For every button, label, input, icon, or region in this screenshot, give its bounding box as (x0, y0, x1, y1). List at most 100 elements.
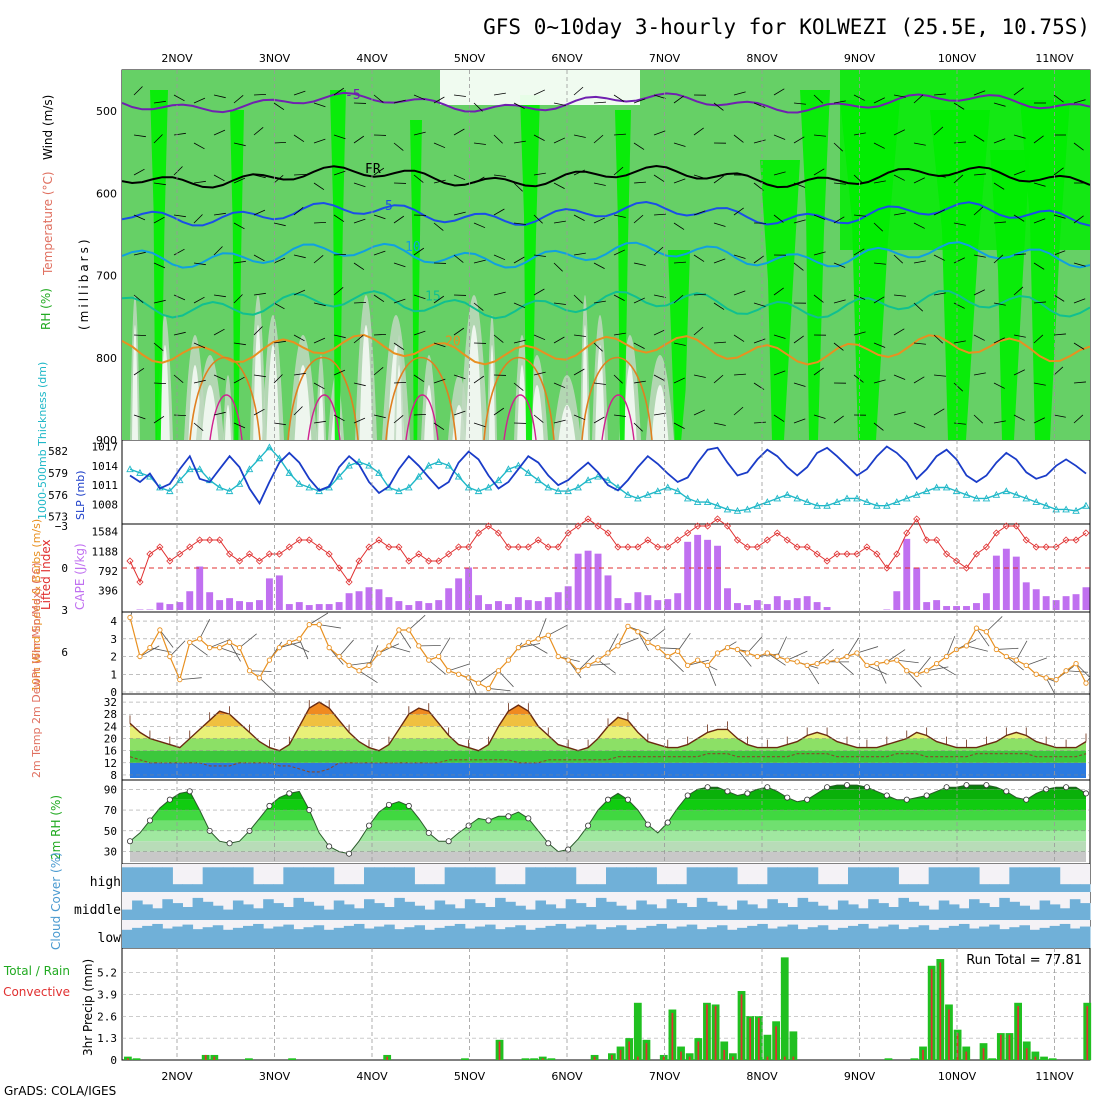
lifted-axis-label: Lifted Index (39, 539, 53, 610)
cloud-fill-high (485, 867, 496, 892)
wind10m-point (625, 623, 631, 630)
wind-barb (973, 334, 985, 341)
cape-bar (176, 602, 184, 610)
wind-barb (573, 334, 586, 337)
cloud-fill-low (162, 928, 173, 948)
wind10m-barb (846, 637, 859, 657)
wind-barb (413, 247, 425, 256)
precip-convective-bar (636, 1056, 639, 1060)
precip-convective-bar (792, 1056, 795, 1060)
isotherm--5 (122, 91, 1090, 114)
wind-barb (453, 174, 466, 181)
wind-barb (613, 214, 626, 218)
lifted-point (903, 529, 911, 537)
wind-barb (313, 302, 326, 307)
cloud-fill-low (313, 925, 325, 948)
slp-tick: 1017 (92, 440, 119, 453)
wind-barb (453, 211, 466, 216)
wind10m-point (645, 639, 651, 646)
precip-convective-bar (386, 1056, 389, 1060)
cloud-fill-low (505, 927, 516, 948)
cloud-fill-low (908, 927, 920, 948)
cape-bar (973, 603, 980, 610)
wind-barb (313, 182, 325, 191)
cape-bar (654, 600, 662, 610)
temp-tick: 24 (104, 720, 118, 733)
cloud-fill-middle (122, 909, 133, 920)
wind-barb (573, 169, 586, 176)
cloud-fill-middle (1059, 908, 1071, 920)
wind-barb (893, 129, 905, 136)
wind-layer (122, 612, 1090, 694)
isotherm-5 (122, 200, 1090, 227)
cloud-fill-middle (666, 899, 678, 920)
wind-barb (433, 378, 446, 384)
thickness-point (185, 465, 194, 473)
precip-total-bar (461, 1058, 469, 1060)
thickness-point (972, 494, 981, 502)
wind-barb (373, 250, 386, 256)
thickness-point (663, 483, 672, 491)
cape-tick: 1188 (92, 545, 119, 558)
rh2m-axis-label: 2m RH (%) (49, 795, 63, 860)
lifted-point (753, 543, 761, 551)
wind-barb (593, 134, 604, 144)
wind-barb (593, 217, 606, 224)
cloud-fill-low (303, 927, 315, 948)
wind-barb (233, 94, 244, 104)
rh-point (465, 822, 472, 829)
wind-barb (493, 92, 506, 96)
precip-tick: 2.6 (97, 1010, 117, 1023)
cloud-fill-high (918, 884, 930, 892)
wind-barb (973, 173, 986, 176)
wind-barb (1033, 135, 1044, 144)
thickness-point (763, 498, 772, 506)
cape-bar (1052, 600, 1060, 610)
lifted-point (415, 550, 423, 558)
wind10m-barb (428, 659, 446, 675)
lifted-point (504, 543, 512, 551)
run-total: Run Total = 77.81 (966, 953, 1082, 968)
wind-barb (393, 298, 406, 304)
wind-barb (373, 94, 384, 103)
wind-barb (513, 302, 526, 309)
wind-barb (513, 382, 524, 391)
wind10m-point (973, 625, 980, 631)
wind10m-barb (239, 633, 257, 648)
cape-bar (485, 604, 492, 610)
wind-barb (613, 332, 626, 336)
cloud-fill-low (747, 925, 758, 948)
rh-tick: 50 (104, 825, 117, 838)
precip-convective-bar (982, 1048, 985, 1060)
cloud-fill-middle (646, 904, 657, 920)
cloud-fill-high (444, 867, 456, 892)
wind10m-point (794, 659, 800, 665)
wind-barb (833, 262, 846, 268)
thickness-point (255, 454, 264, 462)
cape-bar (435, 600, 443, 610)
precip-convective-bar (956, 1033, 959, 1060)
precip-total-bar (538, 1056, 547, 1060)
cloud-fill-low (716, 925, 728, 948)
lifted-point (206, 536, 214, 544)
date-label-top: 2NOV (161, 52, 193, 65)
temp-tick: 8 (110, 769, 117, 782)
wind-barb (753, 255, 764, 264)
cloud-fill-high (969, 867, 980, 892)
cloud-fill-low (868, 928, 879, 948)
cloud-fill-high (706, 867, 718, 892)
wind10m-point (744, 650, 751, 656)
cloud-fill-high (747, 884, 758, 892)
wind-barb (413, 174, 424, 183)
isotherm-25-loop (503, 394, 537, 440)
wind-barb (353, 218, 366, 224)
cloud-fill-high (474, 867, 486, 892)
thickness-point (554, 487, 562, 495)
cloud-fill-high (404, 867, 415, 892)
cloud-fill-low (323, 929, 335, 948)
wind10m-point (884, 659, 890, 665)
rh-point (644, 821, 651, 828)
isotherm-label: 20 (445, 335, 461, 350)
cloud-fill-low (817, 925, 829, 948)
wind-barb (293, 134, 305, 143)
